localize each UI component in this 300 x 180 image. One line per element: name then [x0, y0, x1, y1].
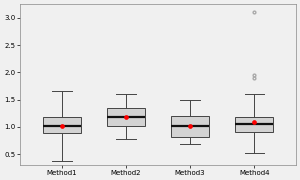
PathPatch shape [107, 108, 145, 126]
PathPatch shape [43, 117, 81, 133]
PathPatch shape [171, 116, 209, 137]
PathPatch shape [235, 117, 273, 132]
